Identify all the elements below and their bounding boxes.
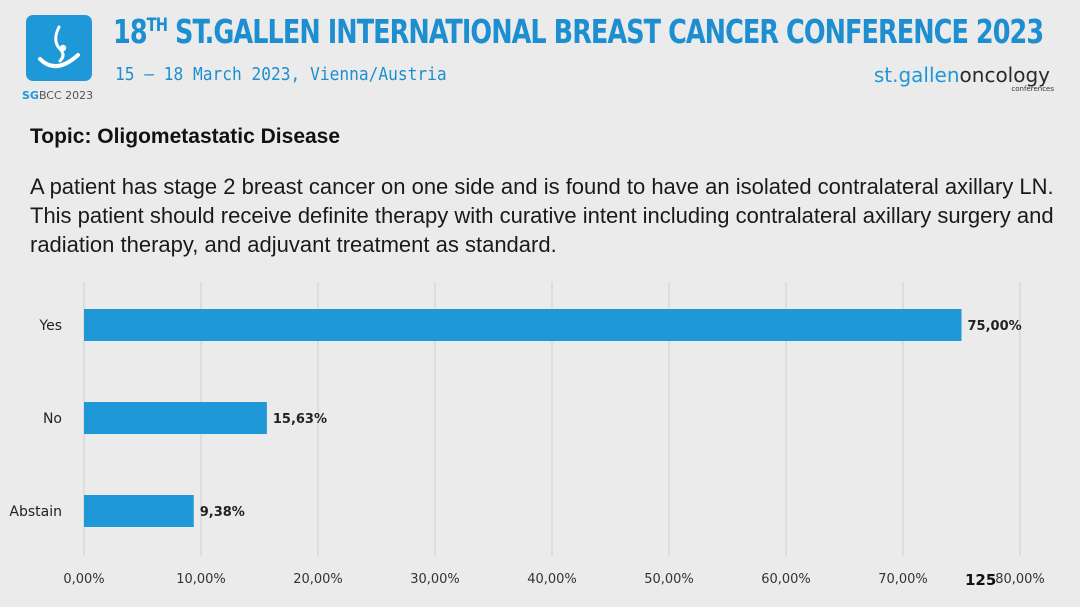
logo-caption: SGBCC 2023 bbox=[22, 89, 94, 102]
data-label: 9,38% bbox=[200, 505, 245, 520]
topic-heading: Topic: Oligometastatic Disease bbox=[30, 125, 341, 148]
category-label: No bbox=[43, 411, 62, 427]
x-tick-label: 10,00% bbox=[176, 572, 226, 587]
x-tick-label: 20,00% bbox=[293, 572, 343, 587]
data-label: 15,63% bbox=[273, 412, 327, 427]
data-label: 75,00% bbox=[968, 319, 1022, 334]
bar-abstain bbox=[84, 495, 194, 527]
question-text: A patient has stage 2 breast cancer on o… bbox=[30, 174, 1054, 257]
x-tick-label: 40,00% bbox=[527, 572, 577, 587]
x-tick-label: 80,00% bbox=[995, 572, 1045, 587]
ribbon-logo-icon bbox=[38, 25, 80, 68]
x-tick-label: 0,00% bbox=[63, 572, 104, 587]
x-tick-label: 70,00% bbox=[878, 572, 928, 587]
conference-dates: 15 – 18 March 2023, Vienna/Austria bbox=[115, 64, 447, 85]
category-label: Abstain bbox=[9, 504, 62, 520]
category-label: Yes bbox=[38, 318, 62, 334]
conference-title: 18TH ST.GALLEN INTERNATIONAL BREAST CANC… bbox=[113, 12, 1044, 51]
slide-header: SGBCC 2023 18TH ST.GALLEN INTERNATIONAL … bbox=[0, 0, 1080, 110]
conference-logo bbox=[26, 15, 92, 81]
x-tick-label: 30,00% bbox=[410, 572, 460, 587]
page-number: 125 bbox=[965, 571, 997, 589]
brand-logo: st.gallenoncology bbox=[873, 63, 1050, 87]
brand-subtitle: conferences bbox=[1011, 85, 1054, 93]
bar-yes bbox=[84, 309, 962, 341]
x-tick-label: 60,00% bbox=[761, 572, 811, 587]
bar-no bbox=[84, 402, 267, 434]
x-tick-label: 50,00% bbox=[644, 572, 694, 587]
